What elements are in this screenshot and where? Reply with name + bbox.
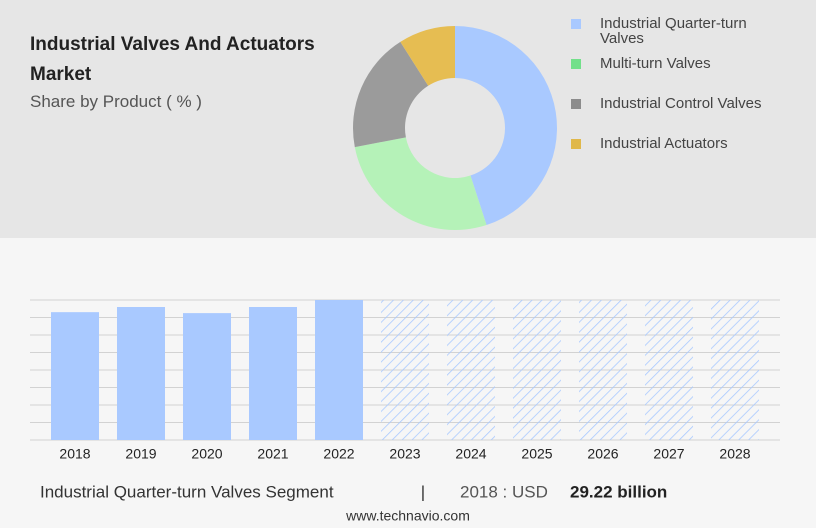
- chart-subtitle: Share by Product ( % ): [30, 92, 202, 111]
- legend-label: Multi-turn Valves: [600, 55, 711, 72]
- donut-slice: [455, 26, 558, 226]
- legend-swatch: [571, 59, 581, 69]
- donut-slice: [400, 26, 455, 86]
- forecast-placeholder: [381, 300, 429, 440]
- x-tick-label: 2025: [521, 446, 552, 462]
- bar: [315, 300, 363, 440]
- bar: [51, 312, 99, 440]
- x-tick-label: 2024: [455, 446, 486, 462]
- footer-value: 29.22 billion: [570, 482, 667, 501]
- legend-label: Industrial Control Valves: [600, 95, 762, 112]
- forecast-placeholder: [447, 300, 495, 440]
- bar: [183, 313, 231, 440]
- footer-separator: |: [421, 482, 425, 501]
- source: www.technavio.com: [345, 508, 470, 524]
- bar: [249, 307, 297, 440]
- donut-slice: [354, 137, 487, 231]
- forecast-placeholder: [579, 300, 627, 440]
- x-tick-label: 2023: [389, 446, 420, 462]
- x-tick-label: 2028: [719, 446, 750, 462]
- legend-swatch: [571, 99, 581, 109]
- bar: [117, 307, 165, 440]
- legend-label: Industrial Actuators: [600, 135, 728, 152]
- forecast-placeholder: [513, 300, 561, 440]
- legend-swatch: [571, 139, 581, 149]
- footer-segment: Industrial Quarter-turn Valves Segment: [40, 482, 334, 501]
- donut-slice: [353, 41, 429, 148]
- legend-label: Industrial Quarter-turn Valves: [600, 15, 747, 47]
- chart-title: Industrial Valves And Actuators Market: [30, 34, 315, 85]
- x-tick-label: 2027: [653, 446, 684, 462]
- footer-label: 2018 : USD: [460, 482, 548, 501]
- legend-item: Industrial Control Valves: [571, 96, 781, 111]
- x-tick-label: 2026: [587, 446, 618, 462]
- x-tick-label: 2020: [191, 446, 222, 462]
- x-tick-label: 2019: [125, 446, 156, 462]
- legend-item: Industrial Quarter-turn Valves: [571, 16, 781, 46]
- x-tick-label: 2021: [257, 446, 288, 462]
- x-tick-label: 2018: [59, 446, 90, 462]
- legend-item: Industrial Actuators: [571, 136, 781, 151]
- x-tick-label: 2022: [323, 446, 354, 462]
- legend-item: Multi-turn Valves: [571, 56, 781, 71]
- forecast-placeholder: [645, 300, 693, 440]
- forecast-placeholder: [711, 300, 759, 440]
- legend-swatch: [571, 19, 581, 29]
